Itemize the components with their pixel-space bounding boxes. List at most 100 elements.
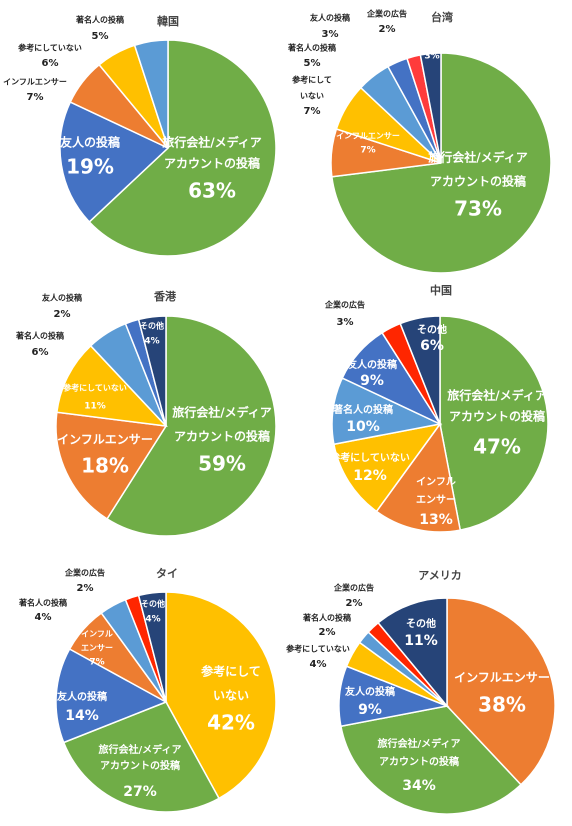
slice-value: 4% (310, 659, 327, 670)
pie-slice (56, 344, 168, 428)
slice-value: 11% (404, 633, 438, 649)
pie-slice (133, 39, 169, 149)
slice-label: 友人の投稿 (347, 358, 397, 371)
slice-value: 2% (319, 627, 336, 638)
slice-label: その他 (406, 617, 436, 630)
slice-label: エンサー (416, 494, 456, 506)
slice-value: 4% (144, 337, 159, 347)
slice-value: 19% (66, 155, 114, 179)
slice-label: エンサー (81, 644, 113, 653)
slice-value: 2% (54, 309, 71, 320)
slice-label: 友人の投稿 (57, 690, 107, 703)
slice-label: 著名人の投稿 (75, 15, 124, 25)
slice-label: インフルエンサー (3, 78, 67, 87)
slice-value: 4% (35, 612, 52, 623)
slice-label: 著名人の投稿 (332, 403, 393, 416)
pie-slice (419, 52, 442, 164)
slice-label: アカウントの投稿 (100, 759, 180, 772)
pie-slice (62, 701, 221, 813)
chart-title: 台湾 (431, 10, 453, 24)
pie-slice (55, 411, 168, 520)
pie-slice (377, 597, 448, 709)
slice-label: 著名人の投稿 (18, 598, 67, 608)
pie-slice (333, 422, 442, 513)
slice-label: 企業の広告 (366, 9, 407, 19)
slice-value: 5% (304, 58, 321, 69)
slice-value: 59% (198, 452, 246, 476)
pie-slice (88, 39, 277, 257)
slice-value: 27% (123, 784, 157, 800)
slice-label: アカウントの投稿 (379, 755, 459, 768)
slice-label: インフルエンサー (57, 433, 153, 447)
chart-title: 香港 (153, 289, 177, 303)
pie-slice (340, 705, 522, 815)
pie-slice (106, 315, 277, 537)
slice-value: 2% (77, 583, 94, 594)
slice-label: 旅行会社/メディア (162, 135, 262, 150)
slice-label: 友人の投稿 (345, 685, 395, 698)
slice-label: 著名人の投稿 (302, 613, 351, 623)
slice-label: 友人の投稿 (309, 13, 350, 23)
slice-label: 旅行会社/メディア (428, 150, 528, 165)
slice-value: 38% (478, 693, 526, 717)
slice-value: 7% (360, 146, 375, 156)
chart-title: 韓国 (157, 14, 179, 28)
slice-value: 63% (188, 179, 236, 203)
slice-label: その他 (420, 37, 444, 47)
slice-value: 47% (473, 435, 521, 459)
slice-label: アカウントの投稿 (164, 156, 260, 171)
slice-value: 18% (81, 454, 129, 478)
slice-value: 7% (27, 92, 44, 103)
slice-value: 9% (360, 373, 384, 389)
slice-value: 14% (65, 708, 99, 724)
pie-slice (439, 315, 549, 531)
slice-label: インフル (416, 476, 456, 488)
slice-label: 参考にしていない (330, 451, 410, 464)
slice-label: インフルエンサー (336, 132, 400, 141)
slice-label: 旅行会社/メディア (378, 737, 461, 750)
slice-value: 34% (402, 778, 436, 794)
pie-slice (446, 597, 556, 786)
chart-title: タイ (156, 567, 178, 580)
slice-value: 3% (424, 52, 439, 62)
slice-value: 9% (358, 702, 382, 718)
pie-slice (59, 101, 170, 223)
slice-label: その他 (417, 323, 447, 336)
slice-label: 参考にしていない (17, 43, 82, 53)
slice-label: 旅行会社/メディア (99, 743, 182, 756)
pie-slice (375, 422, 462, 533)
pie-slice (165, 591, 277, 800)
slice-label: 企業の広告 (333, 583, 374, 593)
slice-label: 著名人の投稿 (15, 331, 64, 341)
slice-value: 11% (84, 402, 106, 412)
slice-label: 参考にしていない (285, 644, 350, 654)
pie-slice (55, 647, 168, 744)
slice-label: 企業の広告 (324, 300, 365, 310)
slice-label: 参考にして (201, 664, 261, 679)
pie-slice (137, 315, 167, 427)
slice-label: 企業の広告 (64, 568, 105, 578)
slice-value: 10% (346, 419, 380, 435)
slice-value: 2% (346, 598, 363, 609)
slice-value: 5% (92, 31, 109, 42)
slice-value: 42% (207, 711, 255, 735)
slice-label: アカウントの投稿 (449, 409, 545, 424)
slice-value: 7% (304, 106, 321, 117)
slice-label: 友人の投稿 (41, 293, 82, 303)
slice-label: インフルエンサー (454, 671, 550, 685)
slice-label: アカウントの投稿 (430, 174, 526, 189)
slice-label: 旅行会社/メディア (172, 405, 272, 420)
slice-label: 参考にして (291, 75, 332, 85)
slice-label: いない (213, 689, 249, 703)
slice-value: 2% (379, 24, 396, 35)
pie-slice (137, 591, 167, 703)
slice-value: 4% (145, 615, 160, 625)
slice-label: その他 (141, 599, 165, 609)
slice-value: 12% (353, 468, 387, 484)
chart-title: アメリカ (418, 569, 461, 582)
slice-label: アカウントの投稿 (174, 429, 270, 444)
slice-label: インフル (81, 630, 113, 639)
slice-value: 13% (419, 512, 453, 528)
